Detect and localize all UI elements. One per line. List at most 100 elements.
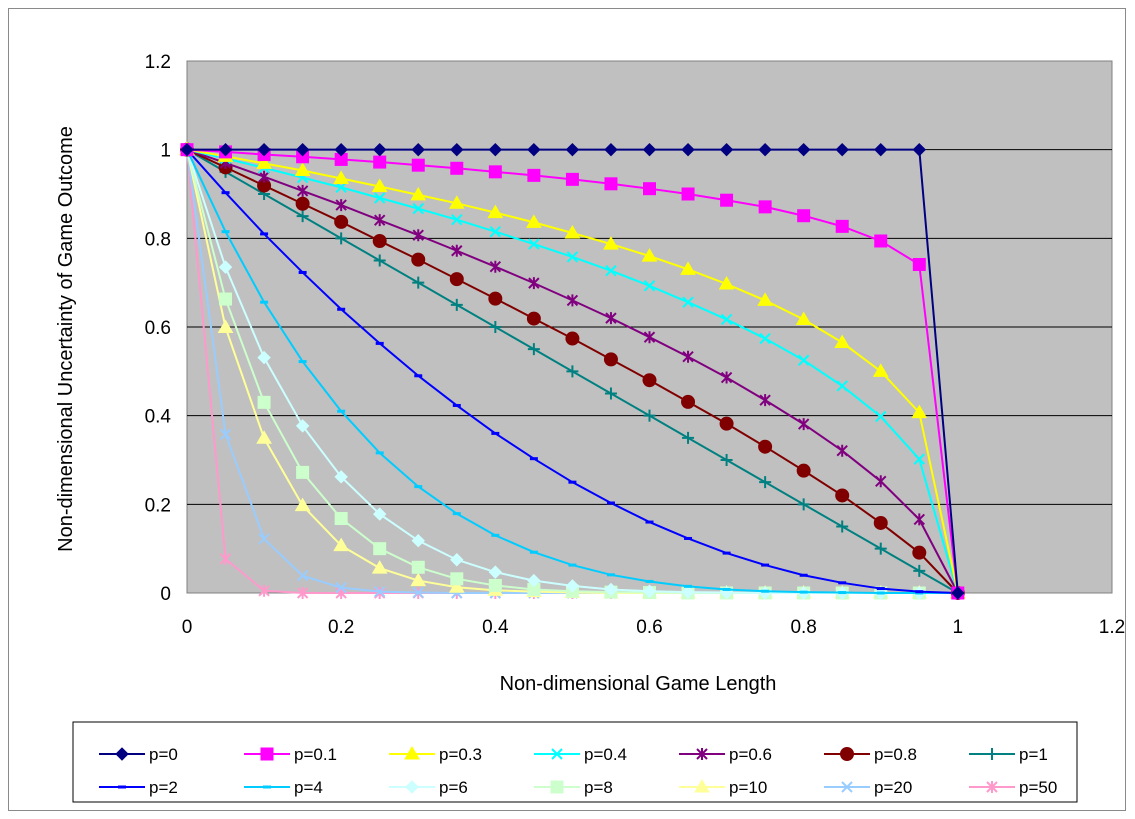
data-point: [219, 552, 232, 565]
data-point: [527, 168, 541, 182]
data-point: [371, 178, 388, 192]
data-point: [796, 463, 811, 478]
data-point: [414, 374, 423, 378]
data-point: [682, 350, 694, 363]
data-point: [221, 191, 230, 195]
data-point: [334, 470, 348, 484]
data-point: [298, 270, 307, 274]
data-point: [527, 343, 540, 356]
data-point: [642, 373, 657, 388]
data-point: [719, 142, 734, 157]
data-point: [604, 387, 617, 400]
data-point: [257, 142, 271, 157]
data-point: [682, 431, 695, 444]
data-point: [761, 589, 770, 593]
y-axis-ticks: 0 0.2 0.4 0.6 0.8 1 1.2: [145, 52, 172, 605]
data-point: [722, 551, 731, 555]
data-point: [527, 573, 541, 588]
data-point: [913, 513, 925, 526]
data-point: [373, 155, 387, 169]
data-point: [526, 214, 542, 228]
data-point: [915, 590, 924, 594]
legend-marker: [551, 748, 563, 760]
data-point: [219, 292, 233, 306]
legend-marker: [263, 785, 271, 789]
data-point: [373, 142, 387, 157]
data-point: [565, 579, 580, 593]
y-tick-label: 0.8: [145, 229, 171, 250]
data-point: [296, 465, 310, 479]
data-point: [834, 334, 851, 349]
series-p=0.3: [179, 141, 966, 599]
data-point: [797, 354, 810, 366]
legend-item: p=20: [824, 778, 912, 797]
legend-marker: [118, 785, 126, 789]
legend-marker: [115, 747, 129, 761]
data-point: [221, 230, 230, 234]
legend-label: p=10: [729, 778, 767, 797]
data-point: [374, 214, 386, 227]
data-point: [566, 251, 579, 263]
data-point: [258, 170, 270, 183]
data-point: [604, 582, 618, 597]
data-point: [410, 572, 427, 587]
data-point: [411, 252, 426, 267]
data-point: [373, 254, 386, 267]
data-point: [219, 428, 232, 440]
y-axis-title: Non-dimensional Uncertainty of Game Outc…: [55, 126, 77, 552]
data-point: [758, 200, 772, 214]
legend-marker: [696, 748, 708, 760]
data-point: [566, 294, 579, 307]
data-point: [680, 261, 696, 275]
y-tick-label: 0.2: [145, 495, 171, 516]
chart-area: 0 0.2 0.4 0.6 0.8 1 1.2 0 0.2 0.4 0.6 0.8 1 1.2 Non-…: [8, 8, 1126, 811]
legend-item: p=6: [389, 778, 468, 797]
y-tick-label: 1: [160, 141, 171, 162]
data-point: [489, 321, 502, 333]
data-point: [838, 591, 847, 595]
data-point: [374, 192, 386, 204]
data-point: [412, 202, 424, 215]
data-point: [450, 553, 464, 567]
data-point: [835, 488, 850, 503]
data-point: [218, 142, 233, 157]
data-point: [450, 161, 464, 175]
data-point: [529, 457, 538, 461]
data-point: [797, 418, 810, 431]
data-point: [797, 209, 811, 223]
x-axis-title: Non-dimensional Game Length: [500, 673, 777, 695]
legend-marker: [404, 746, 420, 760]
legend-label: p=4: [294, 778, 323, 797]
data-point: [452, 403, 461, 407]
data-point: [564, 225, 581, 239]
legend-label: p=0: [149, 745, 178, 764]
legend-label: p=0.4: [584, 745, 627, 764]
data-point: [449, 272, 464, 287]
data-point: [294, 497, 311, 512]
data-point: [645, 579, 654, 583]
data-point: [374, 585, 386, 598]
legend-item: p=10: [679, 778, 767, 797]
data-point: [529, 550, 538, 554]
data-point: [758, 142, 772, 157]
legend-item: p=0: [99, 745, 178, 764]
data-point: [565, 331, 580, 346]
data-point: [489, 225, 502, 238]
data-point: [411, 158, 425, 172]
data-point: [491, 533, 500, 537]
series-layer: [179, 141, 966, 600]
data-point: [875, 410, 887, 423]
data-point: [876, 587, 885, 591]
data-point: [565, 172, 579, 186]
data-point: [718, 276, 735, 290]
legend-marker: [550, 780, 564, 794]
x-tick-label: 0.4: [482, 617, 509, 638]
data-point: [335, 199, 347, 212]
data-point: [375, 451, 384, 455]
data-point: [411, 560, 425, 574]
y-tick-label: 1.2: [145, 52, 171, 73]
data-point: [295, 419, 310, 433]
data-point: [684, 536, 693, 540]
data-point: [799, 573, 808, 577]
data-point: [335, 181, 347, 194]
